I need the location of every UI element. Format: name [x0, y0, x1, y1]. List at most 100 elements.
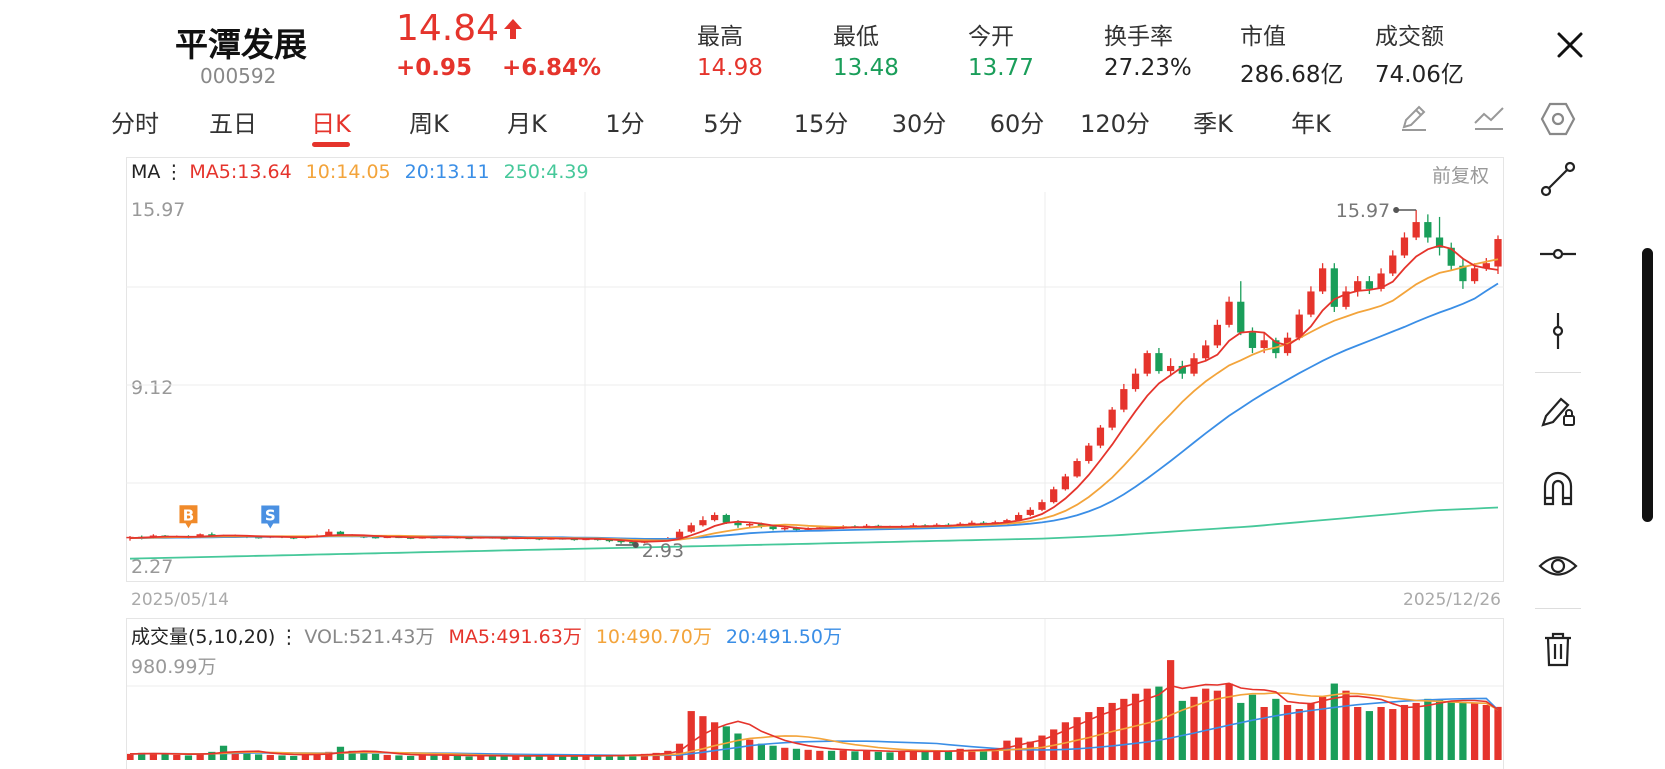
tab-12[interactable]: 年K — [1291, 110, 1331, 138]
volume-bar — [909, 750, 918, 760]
hexagon-settings-icon — [1540, 102, 1576, 136]
volume-bar — [1377, 706, 1385, 760]
volume-bar — [535, 755, 543, 760]
volume-bar — [138, 752, 146, 760]
ma5-value: MA5:13.64 — [189, 161, 292, 183]
volume-bar — [442, 755, 450, 760]
stat-value-1: 13.48 — [833, 55, 899, 81]
volume-bar — [558, 756, 567, 760]
stat-label-0: 最高 — [697, 24, 743, 50]
candle-body — [1377, 273, 1385, 289]
volume-settings-icon[interactable]: ⋮ — [279, 626, 299, 648]
volume-bar — [710, 722, 719, 760]
date-end-label: 2025/12/26 — [1403, 590, 1501, 610]
tab-8[interactable]: 30分 — [891, 110, 947, 138]
volume-bar — [769, 745, 777, 760]
brush-settings-tool[interactable] — [1537, 391, 1579, 433]
candle-body — [1096, 427, 1105, 446]
volume-bar — [1389, 709, 1397, 760]
settings-hex-button[interactable] — [1537, 98, 1579, 140]
tab-4[interactable]: 月K — [507, 110, 547, 138]
tab-5[interactable]: 1分 — [605, 110, 645, 138]
volume-bar — [418, 754, 426, 760]
pen-icon — [1402, 105, 1426, 131]
volume-bar — [1096, 706, 1105, 760]
volume-bar — [839, 750, 847, 760]
volume-bar — [278, 755, 286, 760]
tab-9[interactable]: 60分 — [989, 110, 1045, 138]
volume-bar — [465, 756, 473, 760]
current-price: 14.84 — [396, 8, 500, 49]
candle-body — [1248, 332, 1257, 348]
volume-legend-title: 成交量(5,10,20) — [131, 626, 276, 648]
volume-bar — [792, 748, 801, 760]
tab-6[interactable]: 5分 — [703, 110, 743, 138]
indicator-button[interactable] — [1472, 101, 1506, 137]
candle-body — [746, 523, 754, 526]
close-button[interactable] — [1553, 28, 1587, 62]
candle-body — [699, 520, 707, 526]
kline-chart-frame — [126, 157, 1504, 582]
candle-body — [1447, 247, 1455, 266]
volume-bar — [126, 753, 134, 760]
volume-bar — [383, 754, 391, 760]
horizontal-line-tool[interactable] — [1537, 233, 1579, 275]
line-segment-tool[interactable] — [1537, 158, 1579, 200]
magnet-icon — [1543, 471, 1573, 506]
volume-bar — [898, 751, 906, 760]
volume-bar — [1026, 741, 1034, 760]
volume-bar — [208, 751, 216, 760]
candle-body — [1085, 445, 1093, 462]
tab-3[interactable]: 周K — [409, 110, 449, 138]
volume-bar — [231, 752, 239, 760]
tab-7[interactable]: 15分 — [793, 110, 849, 138]
volume-ma20-value: 20:491.50万 — [725, 626, 842, 648]
adjust-mode[interactable]: 前复权 — [1432, 165, 1490, 187]
ma-settings-icon[interactable]: ⋮ — [164, 161, 184, 183]
volume-bar — [243, 753, 251, 760]
volume-bar — [594, 755, 602, 760]
buy-flag — [179, 505, 198, 529]
tab-1[interactable]: 五日 — [209, 110, 257, 138]
volume-bar — [1166, 660, 1175, 760]
candle-body — [1120, 389, 1128, 410]
magnet-tool[interactable] — [1537, 468, 1579, 510]
volume-value: VOL:521.43万 — [304, 626, 435, 648]
volume-bar — [956, 748, 964, 760]
tab-2[interactable]: 日K — [311, 110, 351, 138]
scrollbar[interactable] — [1642, 248, 1653, 522]
candle-body — [1412, 222, 1420, 238]
draw-pen-button[interactable] — [1398, 101, 1430, 137]
volume-bar — [453, 755, 462, 760]
volume-bar — [523, 755, 532, 760]
candle-body — [1178, 365, 1186, 374]
ma-legend-title: MA — [131, 161, 161, 183]
tab-0[interactable]: 分时 — [111, 110, 159, 138]
tab-10[interactable]: 120分 — [1080, 110, 1150, 138]
tab-11[interactable]: 季K — [1193, 110, 1233, 138]
volume-bar — [500, 755, 508, 760]
vertical-line-tool[interactable] — [1537, 310, 1579, 352]
volume-bar — [1295, 709, 1303, 760]
candle-body — [734, 522, 742, 526]
volume-bar — [406, 755, 415, 760]
stat-value-3: 27.23% — [1104, 55, 1192, 81]
volume-bar — [687, 711, 695, 760]
candle-body — [968, 522, 976, 525]
candle-body — [1459, 265, 1467, 282]
volume-bar — [395, 755, 403, 760]
volume-bar — [1178, 700, 1186, 760]
volume-bar — [886, 752, 894, 760]
candle-body — [336, 531, 345, 536]
volume-bar — [862, 750, 871, 760]
volume-bar — [1248, 694, 1257, 760]
volume-bar — [652, 752, 660, 760]
volume-bar — [991, 748, 999, 760]
volume-bar — [874, 751, 882, 760]
delete-button[interactable] — [1537, 628, 1579, 670]
volume-bar — [1424, 698, 1432, 760]
candle-body — [371, 536, 380, 539]
stat-value-4: 286.68亿 — [1240, 62, 1344, 88]
visibility-toggle[interactable] — [1537, 545, 1579, 587]
